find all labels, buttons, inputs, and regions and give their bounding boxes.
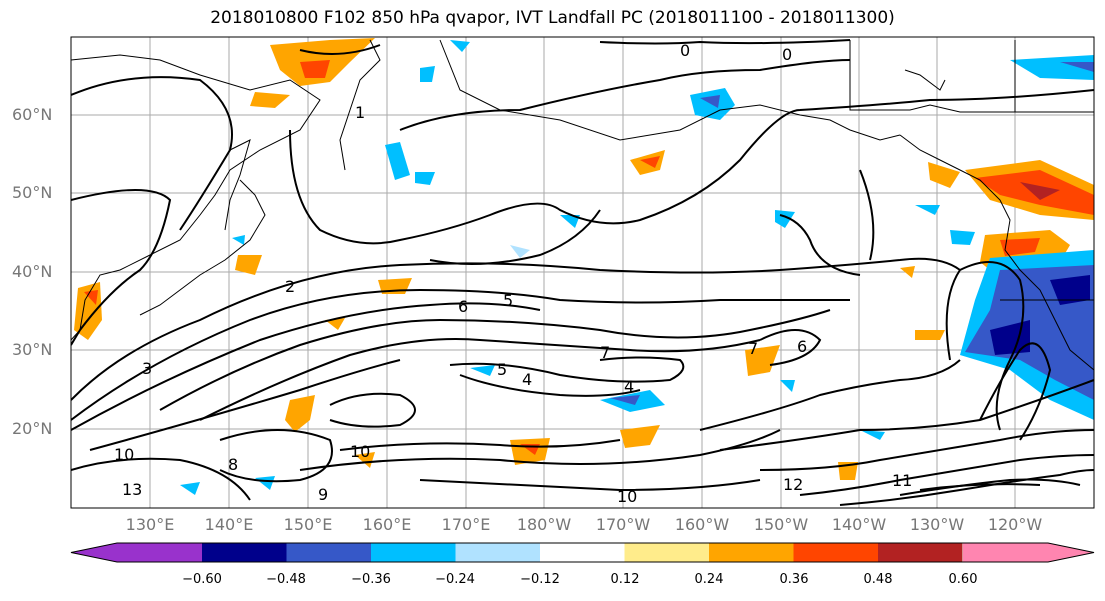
contour-label: 0 <box>782 45 792 64</box>
colorbar-tick-label: −0.36 <box>351 572 391 587</box>
lon-label-130e: 130°E <box>125 515 175 534</box>
lat-label-60n: 60°N <box>12 105 53 124</box>
colorbar-tick-label: 0.24 <box>694 572 724 587</box>
contour-label: 10 <box>114 445 134 464</box>
lat-label-50n: 50°N <box>12 183 53 202</box>
lon-label-170e: 170°E <box>441 515 491 534</box>
colorbar-swatch <box>878 543 963 562</box>
contour-label: 0 <box>680 41 690 60</box>
map-frame <box>70 36 1095 509</box>
colorbar-tick-label: 0.36 <box>779 572 809 587</box>
contour-label: 5 <box>497 360 507 379</box>
contour-label: 2 <box>285 277 295 296</box>
colorbar-swatch <box>455 543 540 562</box>
colorbar-tick-label: 0.48 <box>863 572 893 587</box>
lon-label-140e: 140°E <box>204 515 254 534</box>
lon-label-150w: 150°W <box>753 515 809 534</box>
colorbar-swatch <box>793 543 878 562</box>
lon-label-120w: 120°W <box>987 515 1043 534</box>
colorbar-outline <box>70 542 1095 563</box>
contour-label: 4 <box>522 370 532 389</box>
contour-label: 1 <box>355 103 365 122</box>
contour-label: 7 <box>748 339 758 358</box>
colorbar-tick-label: −0.48 <box>266 572 306 587</box>
negative-anomaly-shading <box>180 40 1094 495</box>
colorbar-tick-label: −0.12 <box>520 572 560 587</box>
contour-label: 7 <box>600 343 610 362</box>
map-title: 2018010800 F102 850 hPa qvapor, IVT Land… <box>210 8 895 28</box>
contour-label: 6 <box>458 297 468 316</box>
ivt-contours <box>71 39 1094 506</box>
colorbar-tick-label: 0.12 <box>610 572 640 587</box>
colorbar-swatch <box>963 543 1094 562</box>
contour-label: 12 <box>783 475 803 494</box>
lat-label-40n: 40°N <box>12 262 53 281</box>
lon-label-130w: 130°W <box>909 515 965 534</box>
contour-label: 5 <box>503 291 513 310</box>
colorbar-swatch <box>540 543 625 562</box>
lon-label-160e: 160°E <box>362 515 412 534</box>
colorbar-tick-label: −0.60 <box>182 572 222 587</box>
lon-label-160w: 160°W <box>674 515 730 534</box>
colorbar-swatch <box>202 543 287 562</box>
contour-label: 4 <box>624 377 634 396</box>
lon-label-140w: 140°W <box>831 515 887 534</box>
lon-label-150e: 150°E <box>283 515 333 534</box>
lon-label-170w: 170°W <box>595 515 651 534</box>
contour-label: 11 <box>892 471 912 490</box>
positive-anomaly-shading <box>74 38 1094 480</box>
colorbar <box>70 542 1095 563</box>
lat-label-20n: 20°N <box>12 419 53 438</box>
contour-labels: 0 0 1 2 3 4 4 5 5 6 6 7 7 8 9 10 10 10 1… <box>114 41 912 506</box>
colorbar-swatch <box>71 543 202 562</box>
colorbar-swatch <box>371 543 456 562</box>
colorbar-swatch <box>624 543 709 562</box>
colorbar-swatch <box>286 543 371 562</box>
contour-label: 9 <box>318 485 328 504</box>
contour-label: 10 <box>617 487 637 506</box>
contour-label: 6 <box>797 337 807 356</box>
lon-label-180w: 180°W <box>516 515 572 534</box>
contour-label: 8 <box>228 455 238 474</box>
lat-label-30n: 30°N <box>12 340 53 359</box>
colorbar-tick-label: 0.60 <box>948 572 978 587</box>
contour-label: 10 <box>350 442 370 461</box>
colorbar-tick-label: −0.24 <box>435 572 475 587</box>
contour-label: 3 <box>142 359 152 378</box>
colorbar-swatch <box>709 543 794 562</box>
contour-label: 13 <box>122 480 142 499</box>
